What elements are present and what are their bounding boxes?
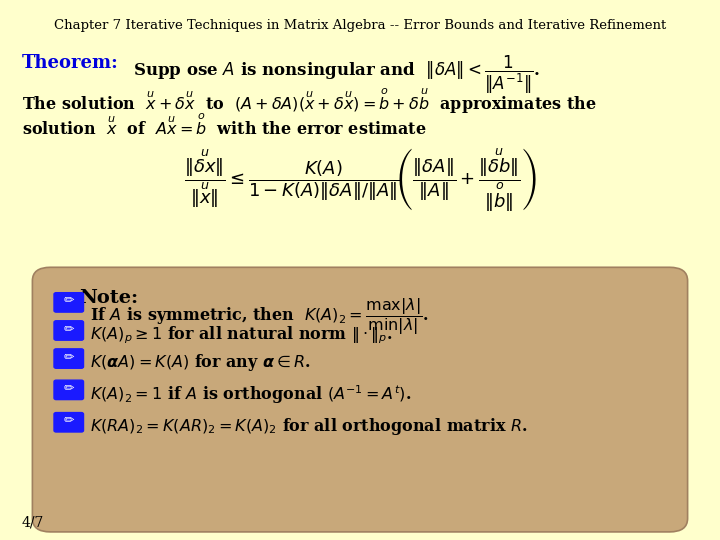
- Text: ✏: ✏: [64, 295, 74, 308]
- FancyBboxPatch shape: [54, 413, 84, 432]
- Text: 4/7: 4/7: [22, 515, 44, 529]
- Text: Theorem:: Theorem:: [22, 54, 118, 72]
- FancyBboxPatch shape: [32, 267, 688, 532]
- Text: $K(A)_p\geq 1$ for all natural norm $\|\cdot\|_p$.: $K(A)_p\geq 1$ for all natural norm $\|\…: [90, 324, 392, 346]
- Text: $K(\boldsymbol{\alpha} A)=K(A)$ for any $\boldsymbol{\alpha}\in R$.: $K(\boldsymbol{\alpha} A)=K(A)$ for any …: [90, 352, 311, 373]
- Text: ✏: ✏: [64, 415, 74, 428]
- Text: Note:: Note:: [79, 289, 138, 307]
- Text: If $A$ is symmetric, then  $K(A)_2=\dfrac{\max|\lambda|}{\min|\lambda|}$.: If $A$ is symmetric, then $K(A)_2=\dfrac…: [90, 296, 429, 337]
- Text: ✏: ✏: [64, 382, 74, 395]
- Text: $K(A)_2=1$ if $A$ is orthogonal $( A^{-1}=A^t )$.: $K(A)_2=1$ if $A$ is orthogonal $( A^{-1…: [90, 383, 411, 406]
- Text: Supp ose $A$ is nonsingular and  $\|\delta A\|<\dfrac{1}{\|A^{-1}\|}$.: Supp ose $A$ is nonsingular and $\|\delt…: [133, 54, 540, 96]
- Text: The solution  $\overset{u}{x}+\delta\overset{u}{x}$  to  $(A+\delta A)(\overset{: The solution $\overset{u}{x}+\delta\over…: [22, 86, 596, 116]
- Text: Chapter 7 Iterative Techniques in Matrix Algebra -- Error Bounds and Iterative R: Chapter 7 Iterative Techniques in Matrix…: [54, 19, 666, 32]
- FancyBboxPatch shape: [54, 349, 84, 368]
- FancyBboxPatch shape: [54, 321, 84, 340]
- Text: ✏: ✏: [64, 351, 74, 364]
- FancyBboxPatch shape: [54, 293, 84, 312]
- Text: $K(RA)_2=K(AR)_2=K(A)_2$ for all orthogonal matrix $R$.: $K(RA)_2=K(AR)_2=K(A)_2$ for all orthogo…: [90, 416, 528, 437]
- FancyBboxPatch shape: [54, 380, 84, 400]
- Text: ✏: ✏: [64, 323, 74, 336]
- Text: solution  $\overset{u}{x}$  of  $A\overset{u}{x}=\overset{o}{b}$  with the error: solution $\overset{u}{x}$ of $A\overset{…: [22, 113, 426, 139]
- Text: $\dfrac{\|\overset{u}{\delta x}\|}{\|\overset{u}{x}\|}\leq\dfrac{K(A)}{1-K(A)\|\: $\dfrac{\|\overset{u}{\delta x}\|}{\|\ov…: [184, 146, 536, 213]
